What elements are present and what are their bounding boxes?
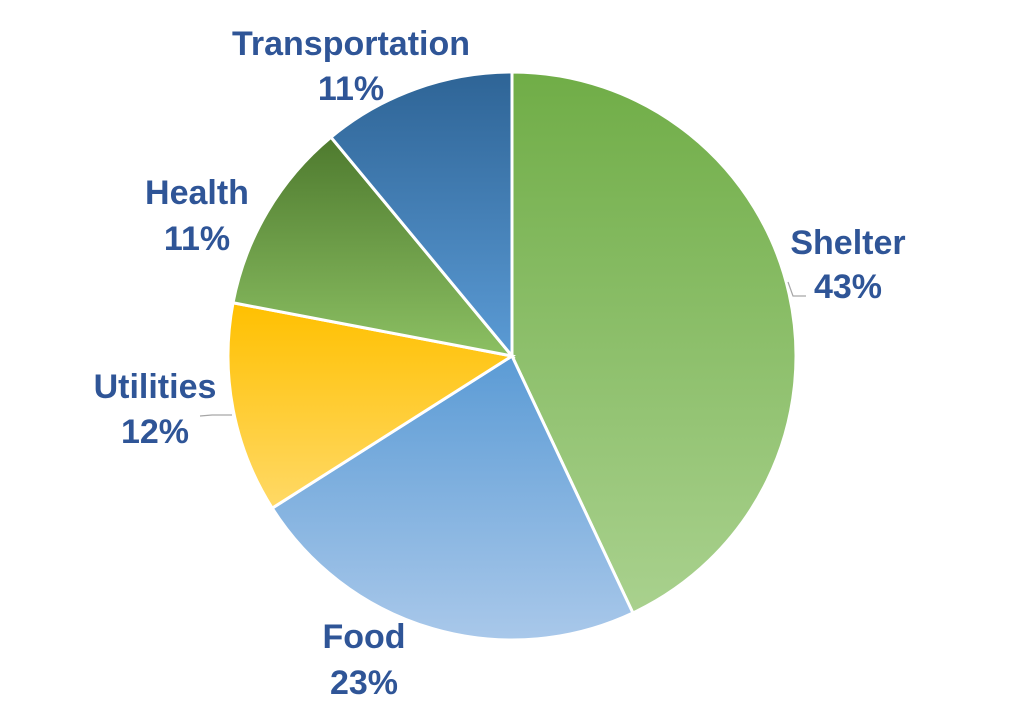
slice-name-utilities: Utilities	[94, 368, 217, 406]
pie-slice-health	[231, 135, 516, 359]
label-transportation: Transportation 11%	[232, 25, 470, 108]
slice-percent-health: 11%	[164, 220, 230, 258]
pie-slices	[226, 70, 798, 642]
slice-name-health: Health	[145, 174, 249, 212]
slice-percent-shelter: 43%	[814, 268, 882, 306]
pie-slice-transportation	[328, 70, 514, 361]
pie-slice-utilities	[226, 301, 517, 511]
slice-percent-transportation: 11%	[318, 70, 384, 108]
slice-name-transportation: Transportation	[232, 25, 470, 63]
label-utilities: Utilities 12%	[94, 368, 217, 451]
slice-labels: Shelter 43% Food 23% Utilities 12% Healt…	[94, 25, 906, 702]
pie-slice-shelter	[510, 70, 798, 615]
slice-percent-utilities: 12%	[121, 413, 189, 451]
leader-line-shelter	[787, 281, 806, 297]
label-food: Food 23%	[322, 618, 405, 702]
slice-name-shelter: Shelter	[790, 224, 905, 262]
leader-line-utilities	[199, 414, 232, 417]
slice-name-food: Food	[322, 618, 405, 656]
label-shelter: Shelter 43%	[790, 224, 905, 306]
pie-slice-food	[270, 353, 635, 642]
slice-percent-food: 23%	[330, 664, 398, 702]
leader-lines	[199, 281, 806, 417]
label-health: Health 11%	[145, 174, 249, 258]
